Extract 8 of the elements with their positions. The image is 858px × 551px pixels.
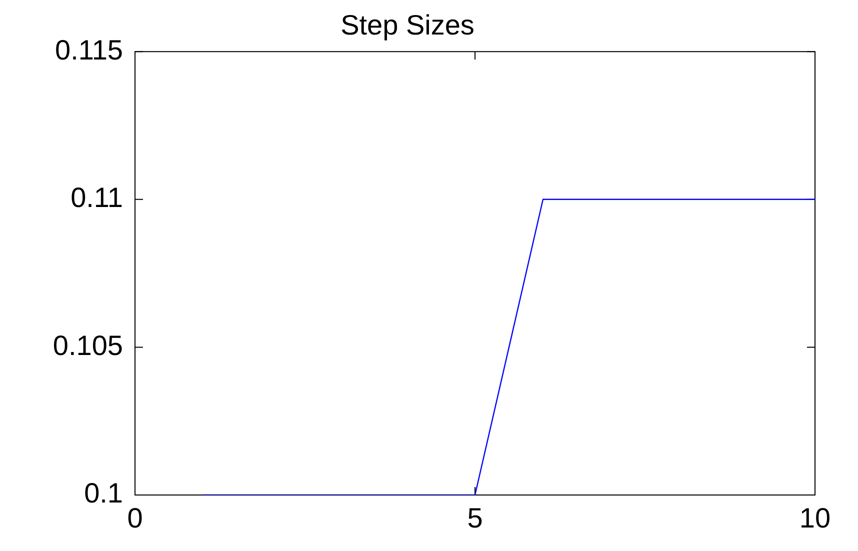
y-tick-label: 0.115: [55, 34, 123, 66]
chart-title: Step Sizes: [340, 10, 474, 41]
y-tick-label: 0.1: [84, 478, 123, 509]
x-tick-label: 10: [799, 502, 831, 534]
x-tick-label: 0: [127, 502, 143, 534]
x-tick-label: 5: [467, 502, 483, 534]
y-tick-label: 0.105: [52, 330, 123, 361]
y-tick-label: 0.11: [70, 182, 123, 214]
